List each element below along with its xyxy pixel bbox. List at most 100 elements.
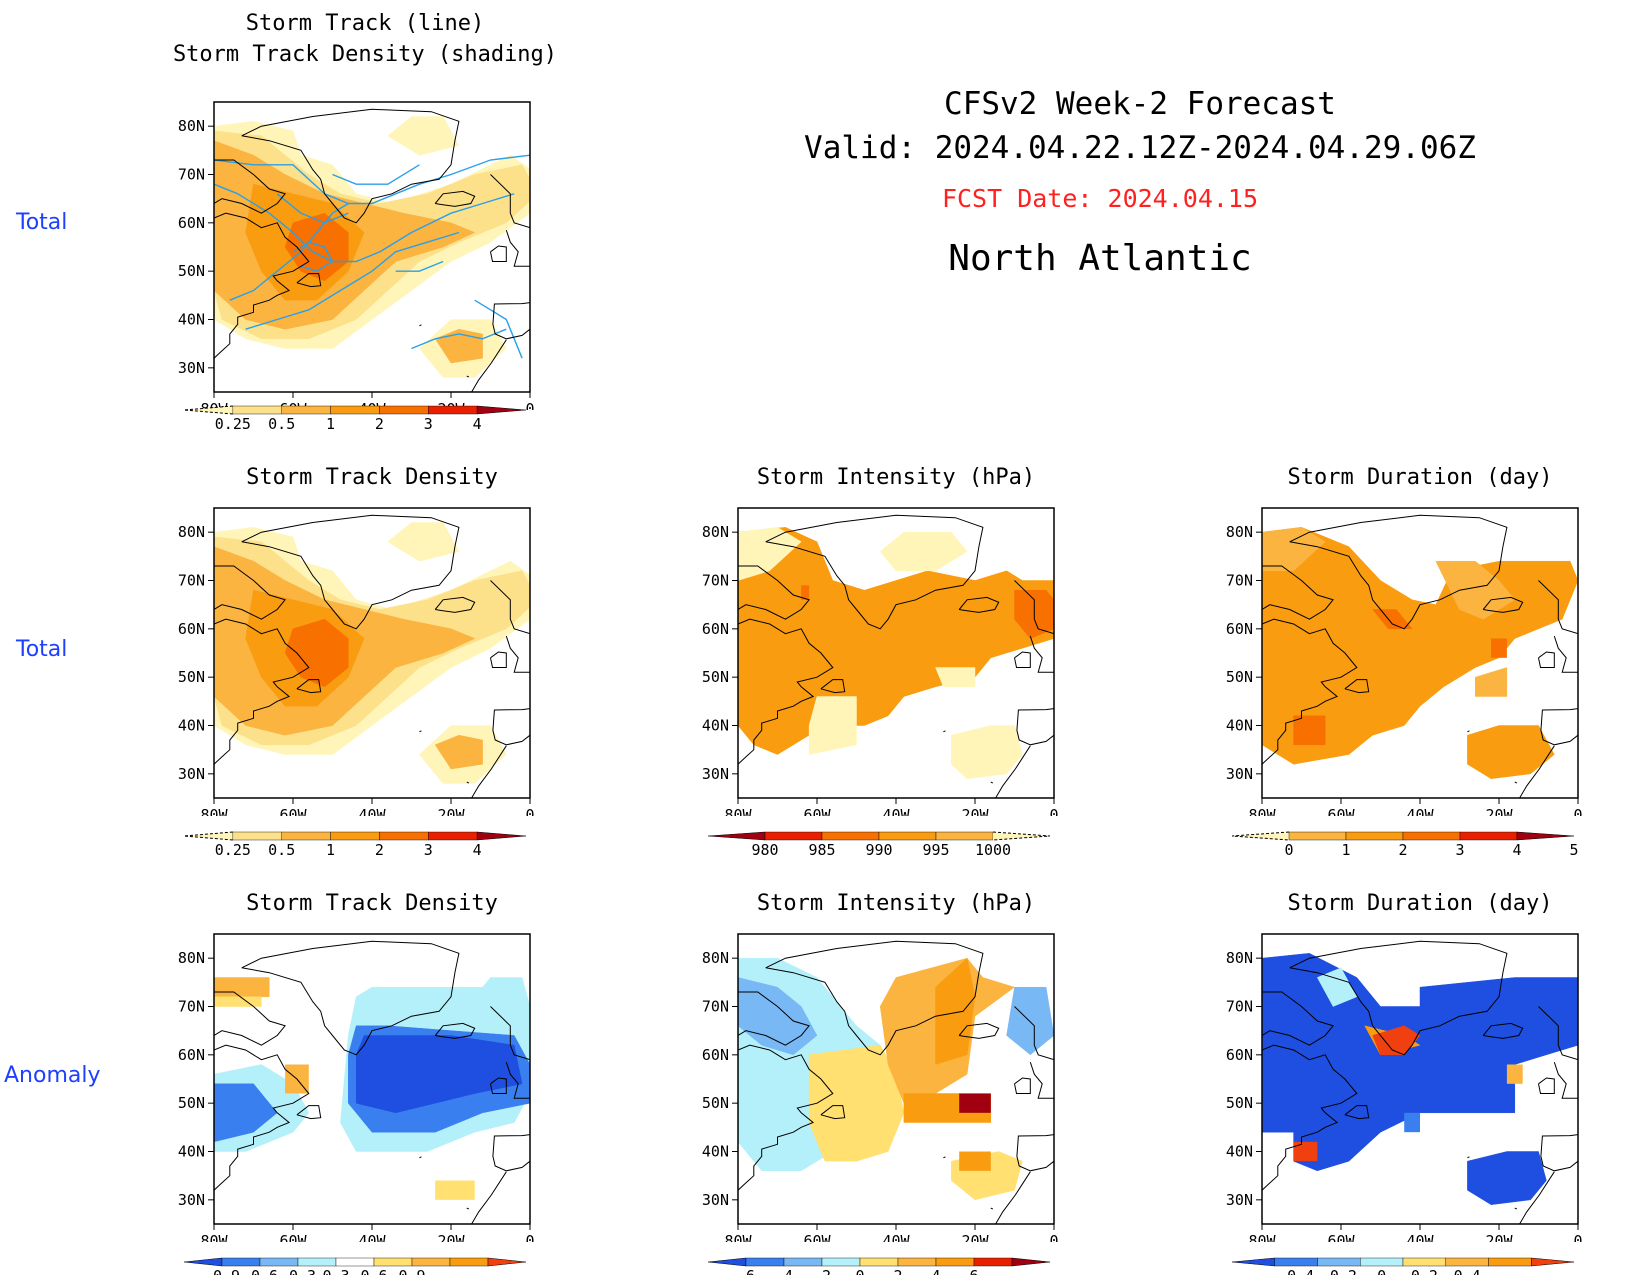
- colorbar-dashed-end: [183, 405, 233, 415]
- colorbar-label: 1: [326, 415, 335, 433]
- duration-1: [1262, 527, 1326, 572]
- dens-anom-pos03: [214, 996, 262, 1007]
- dens-anom-pos06: [214, 977, 270, 998]
- colorbar-label: 5: [1569, 841, 1578, 859]
- colorbar-arrow-right: [487, 1257, 527, 1267]
- panel6-title: Storm Intensity (hPa): [756, 891, 1036, 916]
- coastline: [1519, 745, 1555, 798]
- lat-label: 80N: [1226, 523, 1253, 541]
- coastline: [434, 596, 476, 613]
- duration-1: [1435, 560, 1516, 620]
- coastline: [1540, 1134, 1578, 1172]
- lat-label: 70N: [178, 998, 205, 1016]
- lat-label: 70N: [178, 572, 205, 590]
- colorbar-duration: 0 1 2 3 4 5: [1231, 831, 1579, 859]
- colorbar-label: 0.25: [215, 415, 251, 433]
- int-anom-neg4: [738, 977, 818, 1056]
- colorbar-label: 3: [424, 841, 433, 859]
- colorbar-duration-anomaly: -0.4 -0.2 0 0.2 0.4: [1231, 1257, 1575, 1275]
- coastline: [1514, 1207, 1518, 1210]
- lat-label: 40N: [1226, 1143, 1253, 1161]
- lon-label: 0: [1573, 1232, 1582, 1242]
- lon-label: 60W: [803, 806, 831, 816]
- coastline: [296, 273, 322, 288]
- colorbar-segment: [232, 405, 282, 415]
- colorbar-segment: [973, 1257, 1013, 1267]
- map-shading: [738, 940, 1054, 1224]
- storm-track-line: [292, 241, 334, 272]
- colorbar-segment: [232, 831, 282, 841]
- colorbar-label: 985: [808, 841, 835, 859]
- density-3: [284, 212, 349, 282]
- coastline: [419, 324, 422, 327]
- panel5-title: Storm Track Density: [246, 891, 498, 916]
- colorbar-segment: [281, 405, 331, 415]
- coastline: [1344, 1105, 1370, 1120]
- coastline: [1262, 991, 1334, 1046]
- colorbar-density-anomaly: -0.9-0.6-0.3 0.3 0.6 0.9: [183, 1257, 527, 1275]
- colorbar-arrow-right: [993, 832, 1050, 840]
- colorbar-segment: [1402, 831, 1461, 841]
- lat-label: 60N: [702, 620, 729, 638]
- intensity-1000: [738, 527, 802, 581]
- colorbar-label: 4: [473, 415, 482, 433]
- colorbar-label: 4: [1512, 841, 1521, 859]
- lat-label: 80N: [702, 949, 729, 967]
- panel1-title-line1: Storm Track (line): [245, 11, 485, 36]
- coastline: [490, 651, 507, 668]
- lon-label: 60W: [279, 806, 307, 816]
- lat-label: 80N: [702, 523, 729, 541]
- colorbar-label: 3: [1455, 841, 1464, 859]
- dur-anom-pos02: [1506, 1064, 1523, 1084]
- colorbar-arrow-left: [1231, 1257, 1275, 1267]
- coastline: [296, 1105, 322, 1120]
- lat-label: 40N: [702, 1143, 729, 1161]
- colorbar-arrow-left: [707, 1257, 747, 1267]
- colorbar-segment: [935, 1257, 975, 1267]
- colorbar-arrow-right: [1516, 831, 1575, 841]
- colorbar-arrow-right: [1531, 1257, 1575, 1267]
- lon-label: 20W: [961, 806, 989, 816]
- lon-label: 60W: [1327, 806, 1355, 816]
- coastline: [765, 514, 984, 630]
- colorbar-label: 2: [375, 415, 384, 433]
- intensity-1000: [951, 725, 1023, 779]
- colorbar-label: 0.2: [1411, 1267, 1438, 1275]
- lon-label: 40W: [882, 806, 910, 816]
- coastline: [466, 1207, 470, 1210]
- colorbar-segment: [1459, 831, 1518, 841]
- intensity-990: [801, 585, 810, 600]
- colorbar-label: 1000: [975, 841, 1011, 859]
- dur-anom-pos04: [1293, 1141, 1318, 1162]
- map-shading: [214, 514, 530, 798]
- coastline: [1014, 1077, 1031, 1094]
- lat-label: 30N: [1226, 1191, 1253, 1209]
- map-panel-5: 80N 70N 60N 50N 40N 30N 80W 60W 40W 20W 0: [178, 933, 535, 1242]
- coastline: [466, 375, 470, 378]
- lon-label: 40W: [882, 1232, 910, 1242]
- lat-label: 50N: [1226, 668, 1253, 686]
- coastline: [1262, 565, 1334, 620]
- coastline: [990, 1207, 994, 1210]
- coastline: [990, 781, 994, 784]
- colorbar-dashed-end: [183, 831, 233, 841]
- lat-label: 40N: [178, 1143, 205, 1161]
- coastline: [214, 565, 286, 620]
- coastline: [1538, 651, 1555, 668]
- colorbar-segment: [379, 405, 429, 415]
- map-panel-6: 80N 70N 60N 50N 40N 30N 80W 60W 40W 20W 0: [702, 933, 1059, 1242]
- intensity-1000: [808, 696, 857, 755]
- coastline: [995, 1171, 1031, 1224]
- header-fcst-date: FCST Date: 2024.04.15: [941, 184, 1259, 213]
- colorbar-arrow-right: [476, 831, 527, 841]
- lat-label: 40N: [178, 311, 205, 329]
- colorbar-segment: [411, 1257, 451, 1267]
- coastline: [943, 1156, 946, 1159]
- colorbar-arrow-left: [184, 832, 233, 840]
- colorbar-label: 995: [922, 841, 949, 859]
- coastline: [214, 212, 310, 359]
- lon-label: 0: [1049, 806, 1058, 816]
- coastline: [1553, 635, 1578, 673]
- lat-label: 60N: [178, 1046, 205, 1064]
- header-title: CFSv2 Week-2 Forecast: [944, 86, 1336, 122]
